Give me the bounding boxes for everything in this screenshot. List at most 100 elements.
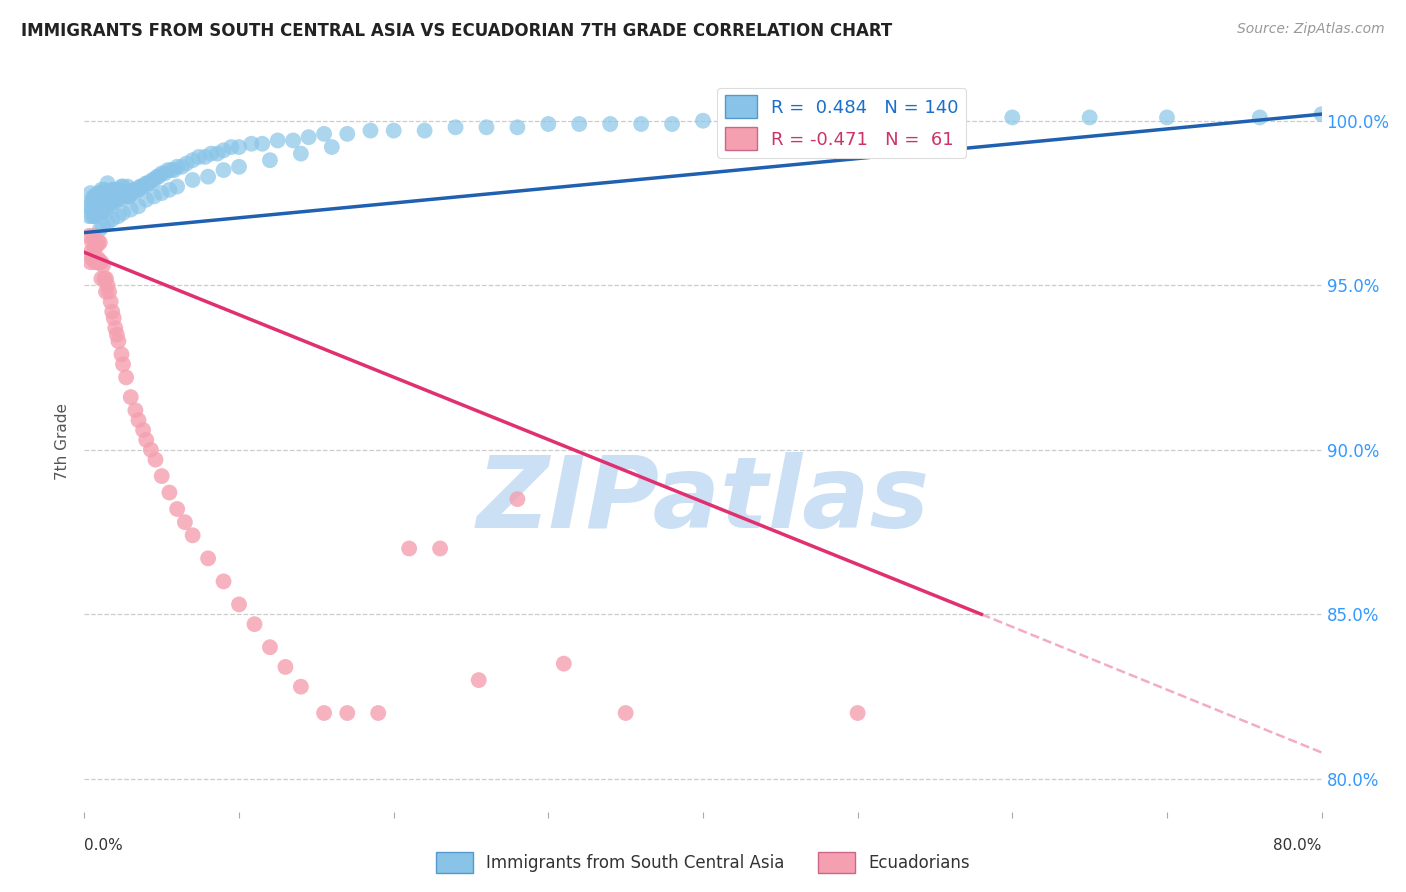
Point (79, 255, 101, 269)
Point (110, 179, 132, 194)
Point (250, 136, 273, 151)
Point (150, 186, 173, 200)
Point (170, 160, 193, 174)
Point (174, 515, 197, 529)
Point (159, 485, 180, 500)
Point (129, 179, 152, 194)
Point (110, 189, 132, 203)
Point (132, 423, 155, 437)
Point (91, 196, 114, 211)
Point (105, 183, 128, 197)
Point (82, 193, 104, 207)
Point (367, 706, 389, 720)
Point (77, 209, 100, 223)
Legend: Immigrants from South Central Asia, Ecuadorians: Immigrants from South Central Asia, Ecua… (430, 846, 976, 880)
Point (89, 186, 111, 200)
Point (82, 235, 104, 250)
Point (117, 179, 139, 194)
Point (398, 541, 420, 556)
Text: 0.0%: 0.0% (84, 838, 124, 853)
Point (877, 111, 900, 125)
Point (141, 173, 163, 187)
Point (156, 163, 179, 178)
Text: Source: ZipAtlas.com: Source: ZipAtlas.com (1237, 22, 1385, 37)
Point (90, 255, 112, 269)
Point (135, 176, 157, 190)
Point (101, 212, 124, 227)
Point (228, 140, 250, 154)
Point (87, 235, 110, 250)
Point (444, 120, 467, 135)
Point (661, 117, 683, 131)
Point (90, 271, 112, 285)
Point (143, 173, 166, 187)
Point (692, 113, 714, 128)
Point (96, 199, 118, 213)
Point (159, 183, 180, 197)
Point (846, 706, 869, 720)
Point (194, 150, 217, 164)
Text: IMMIGRANTS FROM SOUTH CENTRAL ASIA VS ECUADORIAN 7TH GRADE CORRELATION CHART: IMMIGRANTS FROM SOUTH CENTRAL ASIA VS EC… (21, 22, 893, 40)
Point (312, 706, 335, 720)
Point (94, 271, 117, 285)
Point (93, 183, 115, 197)
Point (107, 193, 129, 207)
Point (89, 235, 111, 250)
Point (243, 617, 266, 632)
Point (121, 186, 143, 200)
Point (537, 117, 560, 131)
Point (429, 541, 451, 556)
Point (101, 196, 124, 211)
Point (120, 186, 142, 200)
Point (360, 123, 382, 137)
Point (197, 169, 219, 184)
Point (274, 660, 297, 674)
Point (82, 202, 104, 217)
Point (166, 179, 188, 194)
Point (723, 113, 745, 128)
Point (90, 206, 112, 220)
Point (219, 140, 242, 154)
Point (101, 183, 124, 197)
Point (93, 271, 115, 285)
Point (103, 183, 125, 197)
Point (135, 433, 157, 447)
Point (281, 133, 305, 147)
Point (599, 117, 621, 131)
Point (187, 150, 209, 164)
Point (132, 179, 155, 194)
Point (87, 186, 110, 200)
Point (103, 193, 125, 207)
Point (815, 111, 838, 125)
Point (90, 183, 112, 197)
Point (127, 183, 149, 197)
Point (82, 209, 104, 223)
Point (114, 189, 136, 203)
Point (290, 146, 312, 161)
Point (143, 189, 166, 203)
Point (79, 186, 101, 200)
Point (136, 176, 159, 190)
Point (94, 285, 117, 299)
Point (120, 202, 142, 217)
Point (86, 189, 108, 203)
Point (77, 228, 100, 243)
Point (105, 193, 128, 207)
Point (148, 169, 170, 184)
Point (1310, 107, 1333, 121)
Point (87, 206, 110, 220)
Point (160, 163, 183, 178)
Point (382, 123, 405, 137)
Point (93, 193, 115, 207)
Point (939, 111, 962, 125)
Point (118, 189, 141, 203)
Point (163, 163, 186, 178)
Point (127, 413, 149, 427)
Point (321, 140, 343, 154)
Point (89, 222, 111, 236)
Point (84, 255, 107, 269)
Point (475, 120, 498, 135)
Text: ZIPatlas: ZIPatlas (477, 452, 929, 549)
Point (112, 189, 135, 203)
Point (83, 209, 105, 223)
